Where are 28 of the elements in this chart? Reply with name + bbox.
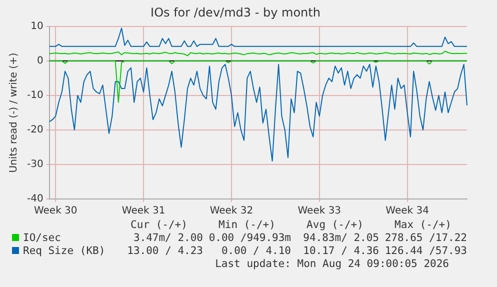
x-tick-label: Week 30 (34, 206, 78, 217)
y-tick-label: -10 (26, 90, 44, 102)
text: 3.47m/ 2.00 (132, 231, 203, 244)
chart-title: IOs for /dev/md3 - by month (150, 5, 320, 20)
text: 94.83m/ 2.05 (302, 231, 379, 244)
x-tick-label: Week 32 (210, 206, 254, 217)
text: Cur (-/+) (130, 218, 188, 231)
x-tick-label: Week 33 (298, 206, 342, 217)
y-tick-label: -30 (26, 159, 44, 170)
text: 278.65 /17.22 (384, 231, 467, 244)
legend-label: IO/sec (22, 231, 62, 244)
text: 0.00 /949.93m (208, 231, 291, 244)
text: Last update: Mon Aug 24 09:00:05 2026 (215, 258, 449, 270)
y-tick-label: -40 (26, 194, 44, 205)
y-tick-label: -20 (26, 124, 44, 136)
y-tick-label: 10 (30, 20, 44, 32)
x-tick-label: Week 34 (386, 206, 429, 217)
text: 126.44 /57.93 (384, 244, 467, 257)
x-tick-label: Week 31 (122, 206, 166, 217)
text: 0.00 / 4.10 (220, 244, 291, 257)
text: 13.00 / 4.23 (126, 244, 203, 257)
text: Min (-/+) (218, 218, 276, 231)
text: Avg (-/+) (306, 218, 364, 231)
y-axis-title: Units read (-) / write (+) (8, 52, 20, 173)
text: Max (-/+) (394, 218, 452, 231)
y-tick-label: 0 (36, 56, 44, 67)
legend-label: Req Size (KB) (22, 244, 106, 257)
text: 10.17 / 4.36 (302, 244, 379, 257)
